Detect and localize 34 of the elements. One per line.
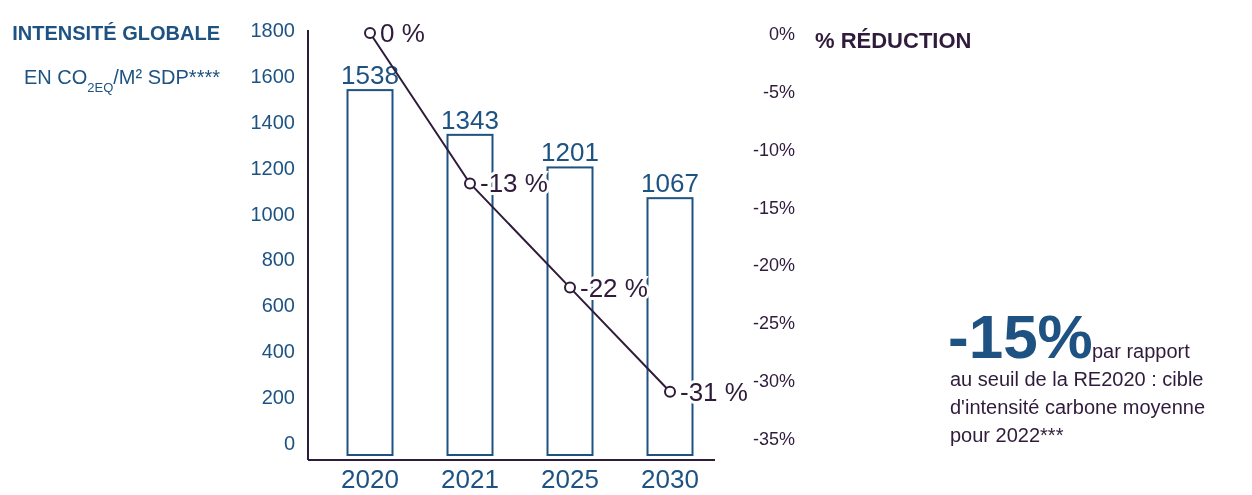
y-tick-label: 400 — [261, 340, 295, 363]
text: EN CO$_{2EQ}$/M² SDP**** — [23, 66, 221, 95]
y-tick-label: 1000 — [250, 202, 295, 225]
point — [664, 385, 676, 398]
y-tick-label: 1600 — [250, 64, 295, 87]
y2-tick-label: -25% — [752, 313, 795, 334]
data-label: 1538 — [341, 60, 399, 91]
y2-tick-label: -20% — [752, 255, 795, 276]
y-tick-label: 600 — [261, 294, 295, 317]
y-tick-label: 200 — [261, 386, 295, 409]
y2-tick-label: -35% — [752, 429, 795, 449]
text: INTENSITÉ GLOBALE — [12, 22, 220, 44]
point — [364, 27, 376, 39]
y-tick-label: 1200 — [250, 156, 295, 179]
point — [564, 281, 576, 294]
y2-tick-label: -30% — [752, 371, 795, 392]
y2-tick-label: 0% — [768, 24, 795, 44]
y-tick-label: 0 — [283, 432, 295, 454]
data-label: 1201 — [541, 137, 599, 168]
y2-tick-label: -15% — [752, 197, 795, 218]
x-tick-label: 2021 — [441, 464, 499, 494]
y-tick-label: 1400 — [250, 110, 295, 133]
data-label: 0 % — [380, 18, 425, 48]
y-tick-label: 800 — [261, 248, 295, 271]
x-tick-label: 2025 — [541, 464, 599, 494]
x-tick-label: 2030 — [641, 464, 699, 494]
y2-tick-label: -5% — [762, 81, 795, 102]
data-label: 1343 — [441, 104, 499, 135]
data-label: 1067 — [641, 168, 699, 199]
y2-axis-title: % RÉDUCTION — [815, 28, 972, 53]
y2-tick-label: -10% — [752, 139, 795, 160]
x-tick-label: 2020 — [341, 464, 399, 494]
y-tick-label: 1800 — [250, 19, 295, 41]
point — [464, 177, 476, 190]
